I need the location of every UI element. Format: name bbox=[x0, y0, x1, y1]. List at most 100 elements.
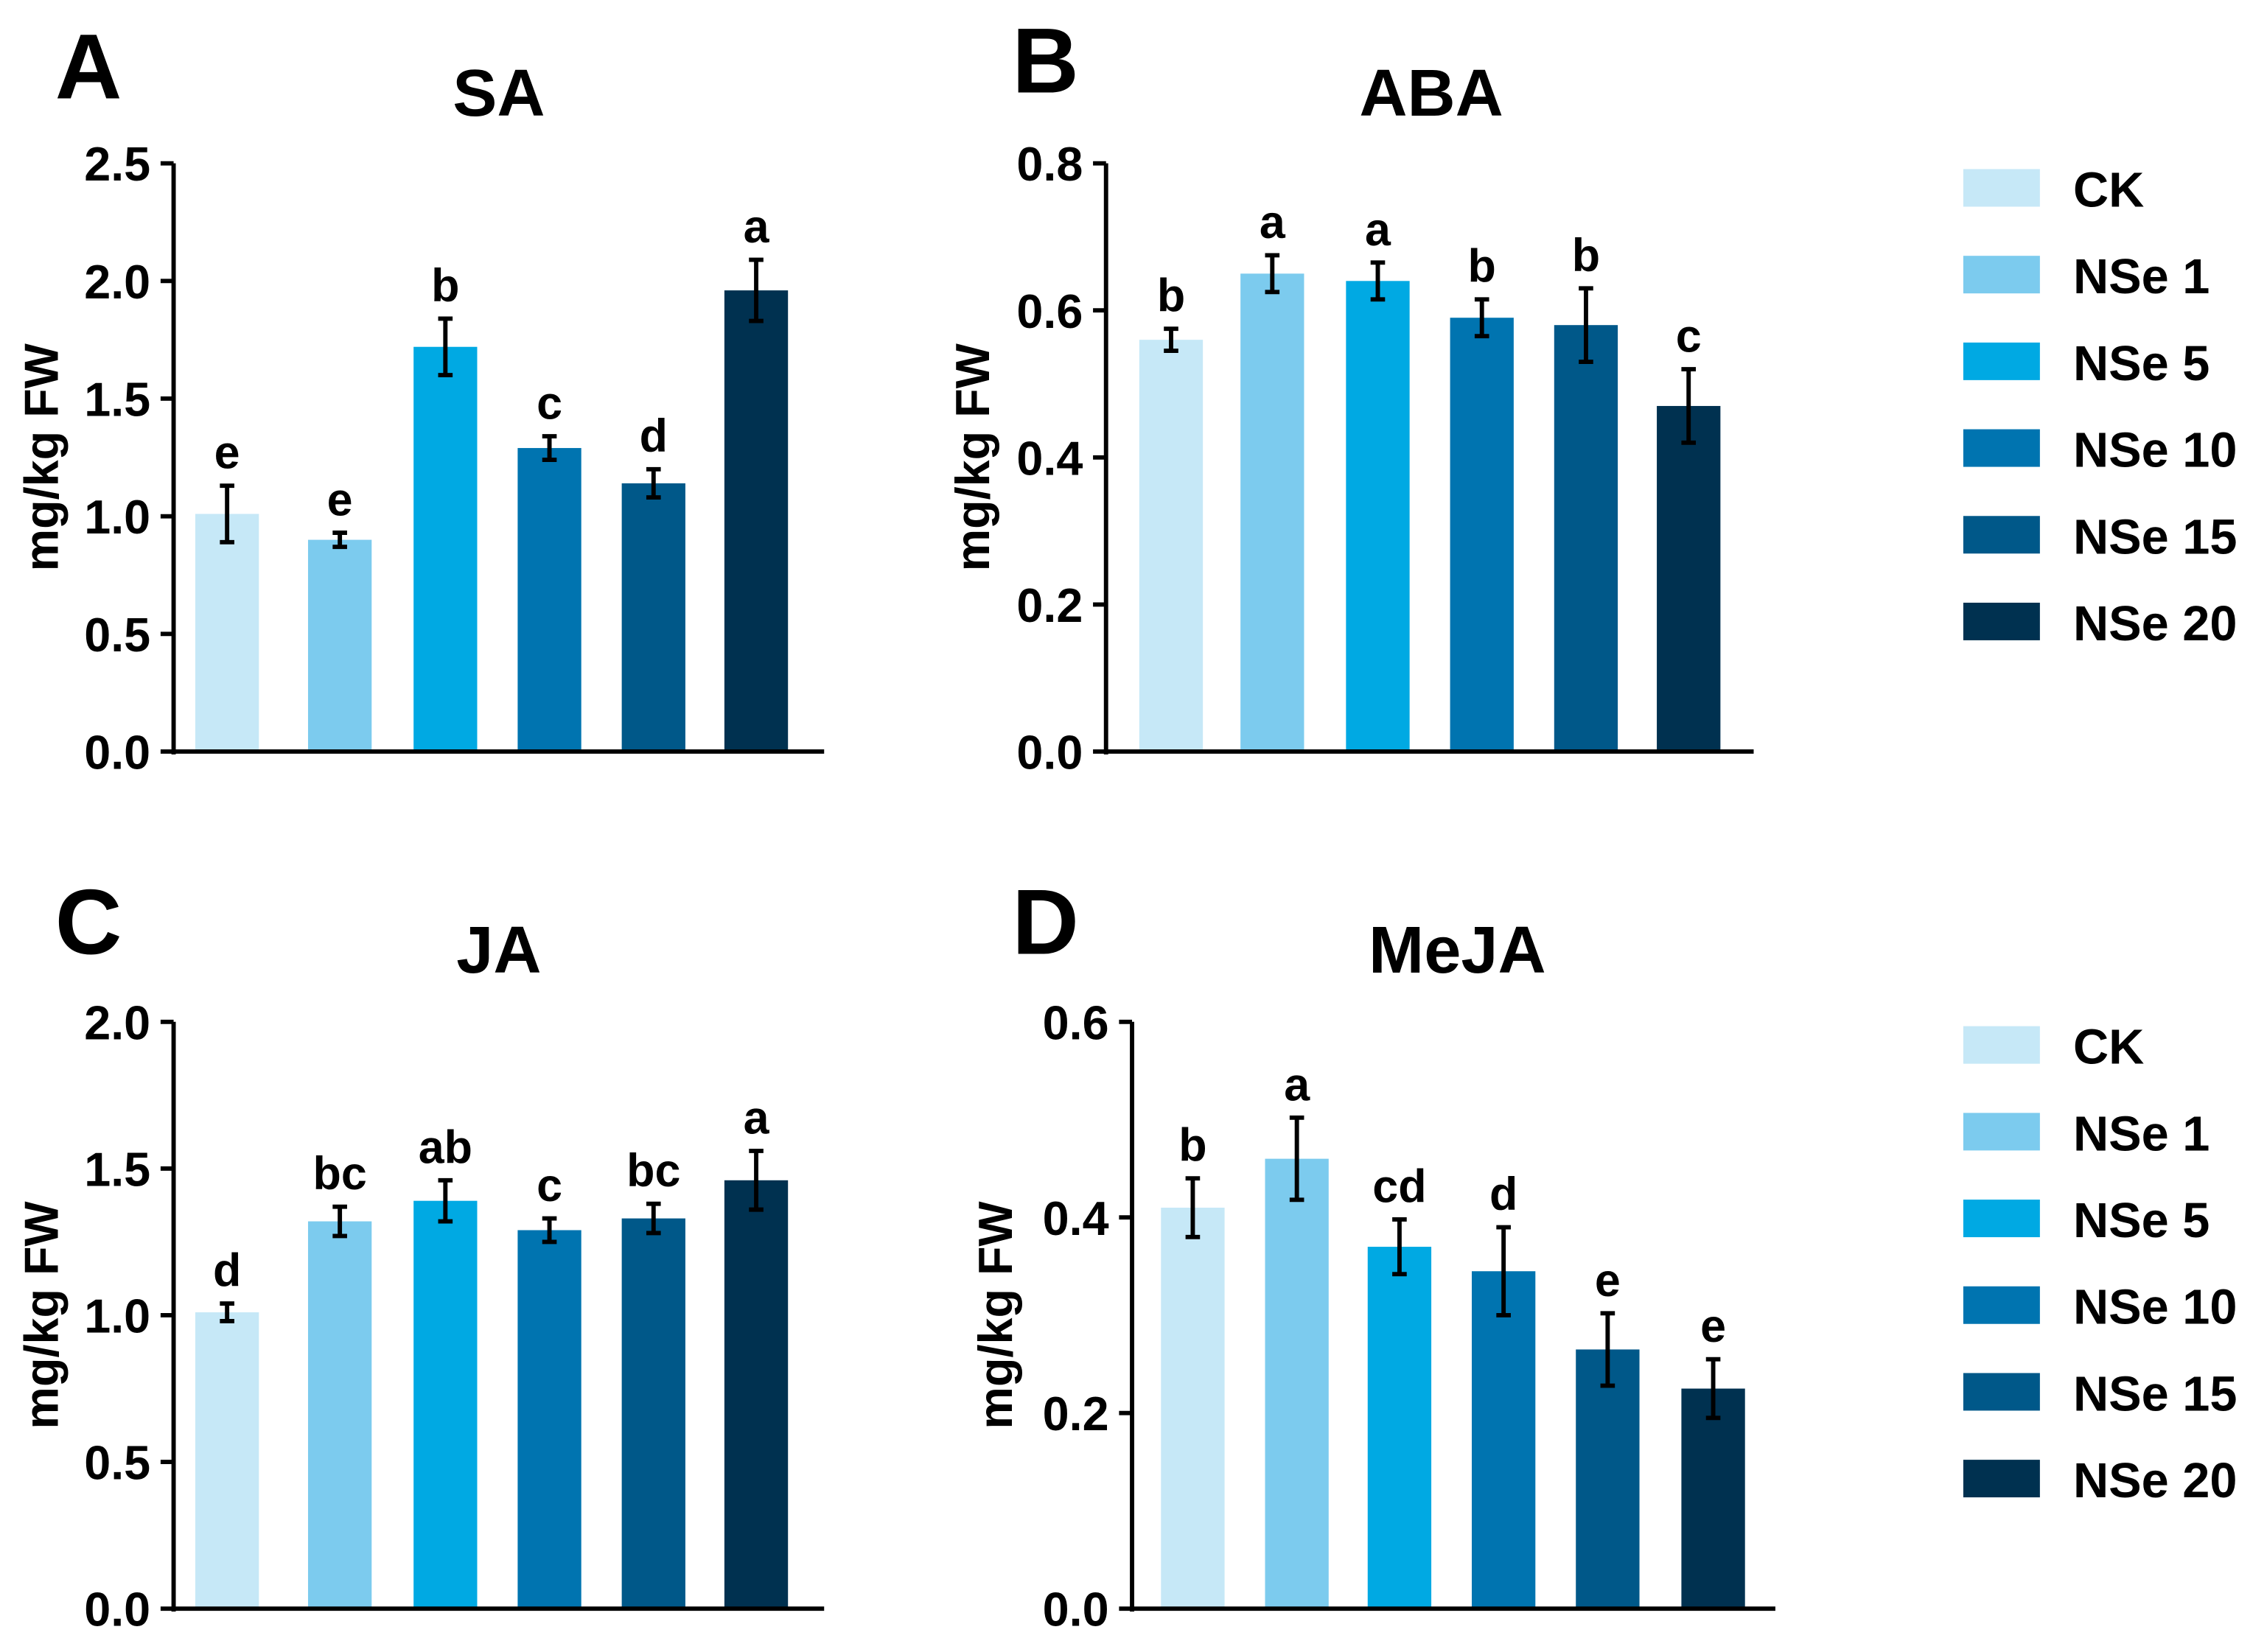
legend-swatch bbox=[1963, 342, 2040, 380]
bar-nse1 bbox=[1240, 273, 1304, 752]
legend-label: NSe 20 bbox=[2073, 597, 2237, 651]
panel-letter: A bbox=[55, 14, 122, 118]
legend-1: CK NSe 1 NSe 5 NSe 10 NSe 15 NSe 20 bbox=[1963, 163, 2237, 651]
bar-nse20 bbox=[1681, 1388, 1745, 1609]
significance-letter: c bbox=[537, 378, 562, 430]
significance-letter: c bbox=[537, 1160, 562, 1211]
legend-2: CK NSe 1 NSe 5 NSe 10 NSe 15 NSe 20 bbox=[1963, 1021, 2237, 1508]
bar-nse1 bbox=[1265, 1158, 1329, 1609]
significance-letter: b bbox=[1157, 270, 1185, 322]
bar-nse20 bbox=[724, 1180, 789, 1609]
bar-nse20 bbox=[1657, 405, 1721, 752]
chart-title: ABA bbox=[1359, 56, 1503, 130]
y-tick-label: 1.0 bbox=[84, 1289, 150, 1343]
y-tick-label: 0.6 bbox=[1043, 995, 1109, 1049]
bar-nse10 bbox=[517, 448, 581, 752]
legend-swatch bbox=[1963, 1026, 2040, 1064]
significance-letter: b bbox=[1572, 230, 1600, 281]
y-axis-label: mg/kg FW bbox=[946, 343, 999, 571]
legend-label: CK bbox=[2073, 1021, 2144, 1075]
y-tick-label: 0.2 bbox=[1016, 578, 1083, 632]
legend-swatch bbox=[1963, 1286, 2040, 1324]
significance-letter: a bbox=[744, 1092, 770, 1144]
legend-swatch bbox=[1963, 516, 2040, 554]
significance-letter: b bbox=[1178, 1120, 1206, 1172]
legend-swatch bbox=[1963, 1200, 2040, 1238]
bar-nse10 bbox=[1471, 1271, 1536, 1609]
bar-nse5 bbox=[1346, 281, 1410, 752]
significance-letter: c bbox=[1676, 311, 1702, 363]
significance-letter: e bbox=[1700, 1301, 1726, 1352]
panel-D: D MeJA mg/kg FW b a cd d e e 0.0 0.2 0.4 0.6 bbox=[968, 870, 1775, 1637]
y-tick-label: 0.4 bbox=[1043, 1191, 1109, 1245]
bar-nse1 bbox=[307, 1221, 372, 1609]
significance-letter: ab bbox=[419, 1121, 472, 1173]
bar-nse5 bbox=[413, 1200, 478, 1609]
y-tick-label: 2.5 bbox=[84, 137, 150, 191]
significance-letter: a bbox=[1260, 197, 1286, 248]
legend-swatch bbox=[1963, 1373, 2040, 1411]
bar-nse10 bbox=[517, 1230, 581, 1609]
bar-nse15 bbox=[1576, 1349, 1640, 1609]
panel-B: B ABA mg/kg FW b a a b b c 0.0 0.2 0.4 0.6 0.8 bbox=[946, 9, 1754, 780]
significance-letter: e bbox=[214, 427, 240, 479]
significance-letter: b bbox=[431, 260, 459, 312]
significance-letter: e bbox=[327, 474, 353, 525]
significance-letter: bc bbox=[626, 1145, 680, 1197]
y-tick-label: 0.0 bbox=[84, 1583, 150, 1637]
bar-ck bbox=[1139, 340, 1204, 752]
legend-label: NSe 10 bbox=[2073, 1281, 2237, 1335]
bar-nse20 bbox=[724, 290, 789, 752]
legend-swatch bbox=[1963, 1460, 2040, 1498]
significance-letter: a bbox=[1365, 204, 1391, 256]
y-tick-label: 0.6 bbox=[1016, 284, 1083, 338]
significance-letter: d bbox=[640, 410, 668, 462]
y-tick-label: 0.8 bbox=[1016, 137, 1083, 191]
y-tick-label: 2.0 bbox=[84, 255, 150, 309]
legend-label: CK bbox=[2073, 163, 2144, 217]
bar-nse15 bbox=[621, 1218, 685, 1609]
bar-ck bbox=[195, 1312, 259, 1609]
y-tick-label: 1.5 bbox=[84, 373, 150, 427]
legend-label: NSe 15 bbox=[2073, 510, 2237, 564]
legend-label: NSe 1 bbox=[2073, 250, 2210, 304]
legend-swatch bbox=[1963, 256, 2040, 294]
significance-letter: bc bbox=[313, 1148, 367, 1200]
bar-nse10 bbox=[1450, 318, 1514, 752]
y-axis-label: mg/kg FW bbox=[15, 1200, 69, 1429]
y-tick-label: 0.0 bbox=[1043, 1583, 1109, 1637]
significance-letter: a bbox=[744, 201, 770, 253]
y-tick-label: 1.5 bbox=[84, 1142, 150, 1196]
panel-letter: D bbox=[1012, 870, 1079, 974]
bar-nse15 bbox=[1554, 325, 1618, 752]
panel-A: A SA mg/kg FW e e b c d a 0.0 0.5 1.0 1.5 2.0 2.5 bbox=[15, 14, 825, 780]
y-tick-label: 0.5 bbox=[84, 608, 150, 662]
panel-letter: C bbox=[55, 870, 122, 974]
significance-letter: cd bbox=[1372, 1161, 1426, 1212]
legend-label: NSe 15 bbox=[2073, 1367, 2237, 1421]
chart-title: MeJA bbox=[1369, 913, 1546, 987]
y-tick-label: 0.0 bbox=[1016, 726, 1083, 780]
y-tick-label: 0.0 bbox=[84, 726, 150, 780]
legend-label: NSe 1 bbox=[2073, 1107, 2210, 1161]
significance-letter: e bbox=[1595, 1255, 1621, 1306]
y-tick-label: 2.0 bbox=[84, 995, 150, 1049]
legend-label: NSe 5 bbox=[2073, 1194, 2210, 1248]
legend-label: NSe 5 bbox=[2073, 337, 2210, 391]
chart-title: SA bbox=[453, 56, 545, 130]
y-tick-label: 0.2 bbox=[1043, 1387, 1109, 1441]
legend-label: NSe 20 bbox=[2073, 1454, 2237, 1508]
y-axis-label: mg/kg FW bbox=[15, 343, 69, 571]
legend-label: NSe 10 bbox=[2073, 424, 2237, 478]
significance-letter: d bbox=[213, 1245, 241, 1297]
significance-letter: b bbox=[1468, 241, 1496, 293]
significance-letter: a bbox=[1284, 1059, 1310, 1110]
legend-swatch bbox=[1963, 1113, 2040, 1151]
bar-nse1 bbox=[307, 539, 372, 752]
panel-letter: B bbox=[1012, 9, 1079, 113]
bar-ck bbox=[195, 514, 259, 752]
bar-nse5 bbox=[1367, 1247, 1432, 1609]
chart-title: JA bbox=[456, 913, 541, 987]
